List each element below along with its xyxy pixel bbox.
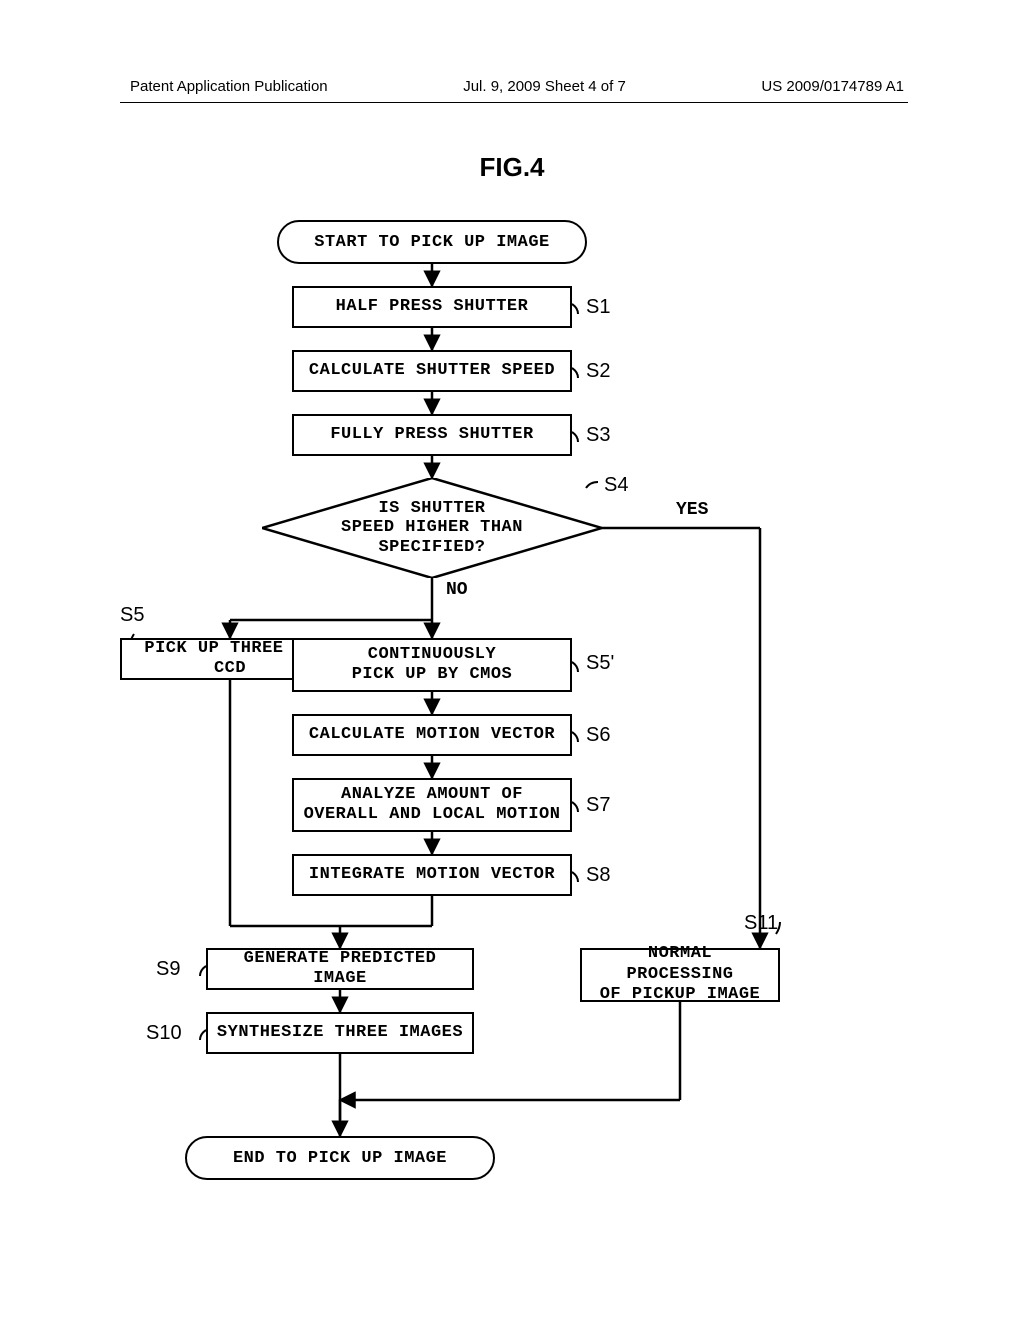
s5p-label: S5' bbox=[586, 652, 614, 675]
step-s4-decision: IS SHUTTER SPEED HIGHER THAN SPECIFIED? bbox=[262, 478, 602, 578]
s11-text: NORMAL PROCESSING OF PICKUP IMAGE bbox=[590, 944, 770, 1005]
s5p-text: CONTINUOUSLY PICK UP BY CMOS bbox=[352, 645, 513, 686]
s10-text: SYNTHESIZE THREE IMAGES bbox=[217, 1023, 463, 1043]
step-s7: ANALYZE AMOUNT OF OVERALL AND LOCAL MOTI… bbox=[292, 778, 572, 832]
step-s1: HALF PRESS SHUTTER bbox=[292, 286, 572, 328]
figure-title: FIG.4 bbox=[0, 152, 1024, 183]
s1-label: S1 bbox=[586, 296, 610, 319]
s1-text: HALF PRESS SHUTTER bbox=[336, 297, 529, 317]
step-s10: SYNTHESIZE THREE IMAGES bbox=[206, 1012, 474, 1054]
step-s5p: CONTINUOUSLY PICK UP BY CMOS bbox=[292, 638, 572, 692]
s8-text: INTEGRATE MOTION VECTOR bbox=[309, 865, 555, 885]
s3-label: S3 bbox=[586, 424, 610, 447]
end-label: END TO PICK UP IMAGE bbox=[233, 1149, 447, 1168]
start-label: START TO PICK UP IMAGE bbox=[314, 233, 549, 252]
flowchart-canvas: START TO PICK UP IMAGE HALF PRESS SHUTTE… bbox=[120, 220, 900, 1240]
header-left: Patent Application Publication bbox=[130, 78, 328, 95]
s5-label: S5 bbox=[120, 604, 144, 627]
s11-label: S11 bbox=[744, 912, 778, 935]
s3-text: FULLY PRESS SHUTTER bbox=[330, 425, 533, 445]
header-right: US 2009/0174789 A1 bbox=[761, 78, 904, 95]
s4-no-label: NO bbox=[446, 580, 468, 600]
step-s9: GENERATE PREDICTED IMAGE bbox=[206, 948, 474, 990]
header-center: Jul. 9, 2009 Sheet 4 of 7 bbox=[463, 78, 626, 95]
s6-text: CALCULATE MOTION VECTOR bbox=[309, 725, 555, 745]
step-s8: INTEGRATE MOTION VECTOR bbox=[292, 854, 572, 896]
step-s3: FULLY PRESS SHUTTER bbox=[292, 414, 572, 456]
page-header: Patent Application Publication Jul. 9, 2… bbox=[0, 78, 1024, 95]
step-s2: CALCULATE SHUTTER SPEED bbox=[292, 350, 572, 392]
step-s11: NORMAL PROCESSING OF PICKUP IMAGE bbox=[580, 948, 780, 1002]
s2-label: S2 bbox=[586, 360, 610, 383]
s9-text: GENERATE PREDICTED IMAGE bbox=[216, 949, 464, 990]
start-terminator: START TO PICK UP IMAGE bbox=[277, 220, 587, 264]
s4-text: IS SHUTTER SPEED HIGHER THAN SPECIFIED? bbox=[262, 478, 602, 578]
s8-label: S8 bbox=[586, 864, 610, 887]
s9-label: S9 bbox=[156, 958, 180, 981]
s4-label: S4 bbox=[604, 474, 628, 497]
s10-label: S10 bbox=[146, 1022, 182, 1045]
header-rule bbox=[120, 102, 908, 103]
s4-yes-label: YES bbox=[676, 500, 708, 520]
s7-text: ANALYZE AMOUNT OF OVERALL AND LOCAL MOTI… bbox=[304, 785, 561, 826]
s7-label: S7 bbox=[586, 794, 610, 817]
end-terminator: END TO PICK UP IMAGE bbox=[185, 1136, 495, 1180]
s2-text: CALCULATE SHUTTER SPEED bbox=[309, 361, 555, 381]
step-s6: CALCULATE MOTION VECTOR bbox=[292, 714, 572, 756]
s6-label: S6 bbox=[586, 724, 610, 747]
